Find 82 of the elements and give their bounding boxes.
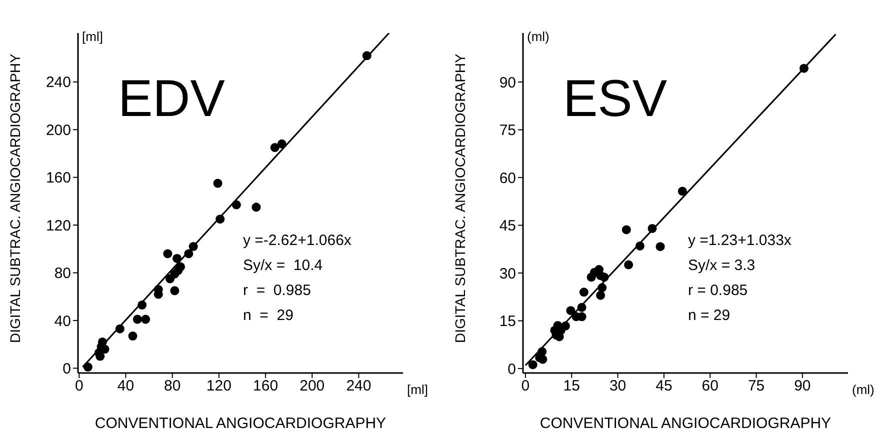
point (132, 314, 142, 324)
x-tick-label: 240 (346, 378, 372, 395)
y-tick-label: 160 (46, 170, 71, 187)
x-tick-label: 120 (206, 378, 232, 395)
y-tick-label: 60 (499, 170, 516, 187)
annotation: r = 0.985 (688, 281, 749, 301)
point (277, 139, 286, 148)
x-tick-label: 30 (609, 378, 626, 395)
point (624, 260, 634, 270)
point (799, 64, 809, 73)
point (598, 283, 607, 292)
x-tick-label: 0 (74, 378, 84, 395)
point (622, 225, 631, 234)
point (170, 286, 180, 296)
y-tick-label: 80 (54, 265, 71, 282)
text: ESV (563, 70, 668, 128)
point (648, 224, 657, 233)
point (538, 347, 547, 356)
y-tick-label: 90 (499, 74, 516, 92)
y-tick-label: 0 (508, 360, 516, 378)
annotation: [ml] (82, 29, 103, 44)
x-axis-title: CONVENTIONAL ANGIOCARDIOGRAPHY (540, 415, 832, 432)
point (138, 300, 147, 310)
text: EDV (118, 70, 225, 128)
point (596, 290, 606, 300)
point (83, 362, 92, 372)
point (270, 143, 280, 152)
y-tick-label: 45 (499, 218, 516, 235)
x-axis-title: CONVENTIONAL ANGIOCARDIOGRAPHY (94, 415, 386, 432)
annotation: (ml) (527, 29, 550, 44)
annotation: y =1.23+1.033x (688, 231, 792, 251)
y-tick-label: 200 (46, 122, 71, 139)
y-tick-label: 40 (54, 312, 71, 330)
y-tick-label: 120 (46, 217, 71, 234)
point (566, 306, 576, 316)
point (232, 200, 241, 210)
x-tick-label: 15 (563, 378, 580, 395)
y-axis-title: DIGITAL SUBTRAC. ANGIOCARDIOGRAPHY (452, 52, 468, 343)
point (635, 241, 644, 250)
y-tick-label: 0 (62, 360, 71, 378)
y-tick-label: 75 (499, 122, 516, 140)
annotation: y =-2.62+1.066x (243, 231, 352, 251)
annotation: n = 29 (243, 306, 294, 326)
point (115, 324, 124, 334)
annotation: n = 29 (688, 306, 732, 326)
point (128, 332, 138, 341)
x-tick-label: 90 (794, 378, 811, 395)
point (579, 288, 588, 297)
point (538, 354, 548, 364)
point (252, 202, 261, 212)
x-tick-label: 45 (656, 378, 672, 395)
point (560, 321, 570, 330)
x-tick-label: 160 (253, 378, 278, 395)
point (528, 360, 538, 370)
point (163, 249, 172, 258)
point (172, 254, 182, 263)
point (184, 249, 194, 258)
point (216, 214, 225, 224)
point (176, 262, 186, 272)
annotation: Sy/x = 3.3 (688, 256, 756, 276)
x-tick-label: 40 (117, 378, 134, 395)
point (656, 242, 665, 252)
point (577, 302, 586, 312)
y-tick-label: 15 (499, 313, 516, 330)
point (188, 242, 198, 252)
point (600, 272, 609, 282)
text: (ml) (852, 382, 874, 397)
annotation: r = 0.985 (243, 281, 312, 301)
point (362, 51, 372, 60)
point (213, 178, 222, 188)
annotation: Sy/x = 10.4 (243, 256, 324, 276)
point (141, 314, 150, 324)
text: [ml] (407, 382, 428, 397)
y-tick-label: 30 (499, 265, 516, 282)
x-tick-label: 0 (521, 378, 530, 395)
x-tick-label: 200 (300, 378, 325, 395)
y-axis-title: DIGITAL SUBTRAC. ANGIOCARDIOGRAPHY (6, 52, 23, 343)
x-tick-label: 75 (748, 378, 765, 395)
x-tick-label: 80 (164, 378, 181, 395)
x-tick-label: 60 (702, 378, 718, 395)
y-tick-label: 240 (46, 74, 71, 92)
point (678, 186, 687, 196)
